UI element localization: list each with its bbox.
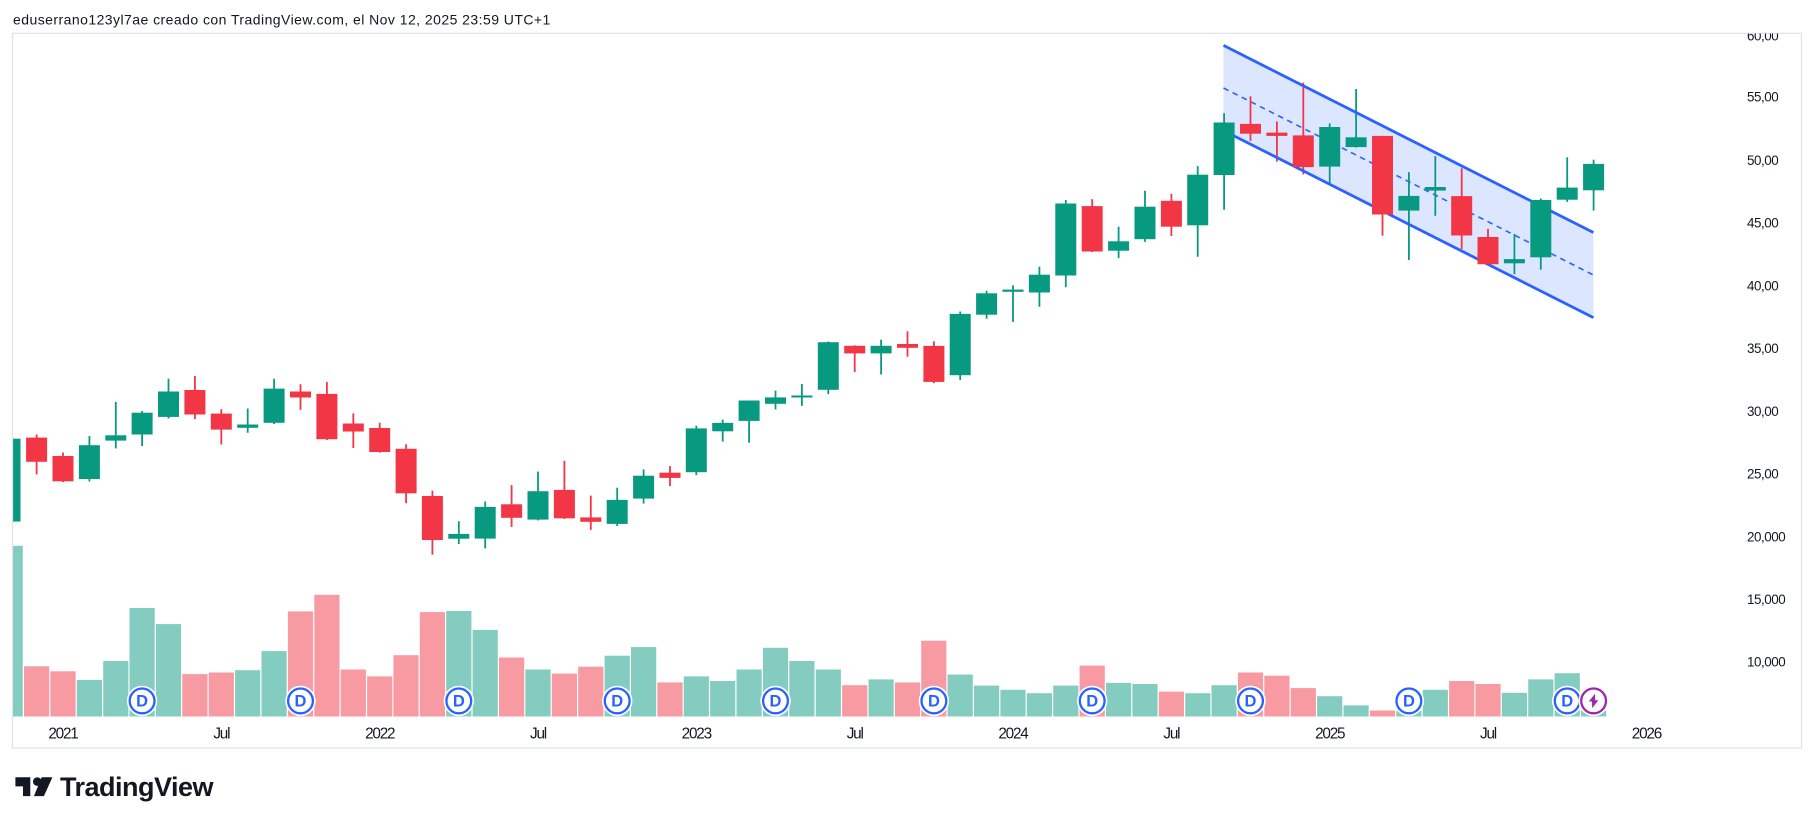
svg-text:Jul: Jul: [530, 725, 547, 742]
svg-text:2023: 2023: [682, 725, 712, 742]
svg-text:2021: 2021: [48, 725, 78, 742]
svg-text:TradingView: TradingView: [60, 772, 215, 802]
svg-text:25,00: 25,00: [1747, 467, 1778, 482]
svg-text:60,00: 60,00: [1747, 28, 1778, 43]
svg-text:D: D: [770, 693, 782, 711]
svg-text:D: D: [611, 693, 623, 711]
svg-text:D: D: [1403, 693, 1415, 711]
svg-text:D: D: [1561, 693, 1573, 711]
svg-text:2026: 2026: [1632, 725, 1662, 742]
svg-text:35,00: 35,00: [1747, 341, 1778, 356]
svg-text:2025: 2025: [1315, 725, 1345, 742]
svg-text:40,00: 40,00: [1747, 278, 1778, 293]
svg-text:D: D: [1245, 693, 1257, 711]
svg-text:2022: 2022: [365, 725, 395, 742]
svg-text:D: D: [453, 693, 465, 711]
svg-text:Jul: Jul: [847, 725, 864, 742]
svg-text:D: D: [295, 693, 307, 711]
svg-text:eduserrano123yl7ae creado con: eduserrano123yl7ae creado con TradingVie…: [13, 11, 551, 27]
svg-text:50,00: 50,00: [1747, 153, 1778, 168]
svg-text:15,000: 15,000: [1747, 592, 1785, 607]
svg-text:55,00: 55,00: [1747, 90, 1778, 105]
svg-text:2024: 2024: [998, 725, 1029, 742]
svg-text:Jul: Jul: [1480, 725, 1497, 742]
svg-text:Jul: Jul: [1163, 725, 1180, 742]
svg-text:D: D: [928, 693, 940, 711]
svg-text:Jul: Jul: [213, 725, 230, 742]
svg-text:30,00: 30,00: [1747, 404, 1778, 419]
svg-text:20,000: 20,000: [1747, 529, 1785, 544]
svg-text:45,00: 45,00: [1747, 216, 1778, 231]
svg-text:D: D: [1086, 693, 1098, 711]
svg-text:D: D: [136, 693, 148, 711]
svg-text:10,000: 10,000: [1747, 655, 1785, 670]
